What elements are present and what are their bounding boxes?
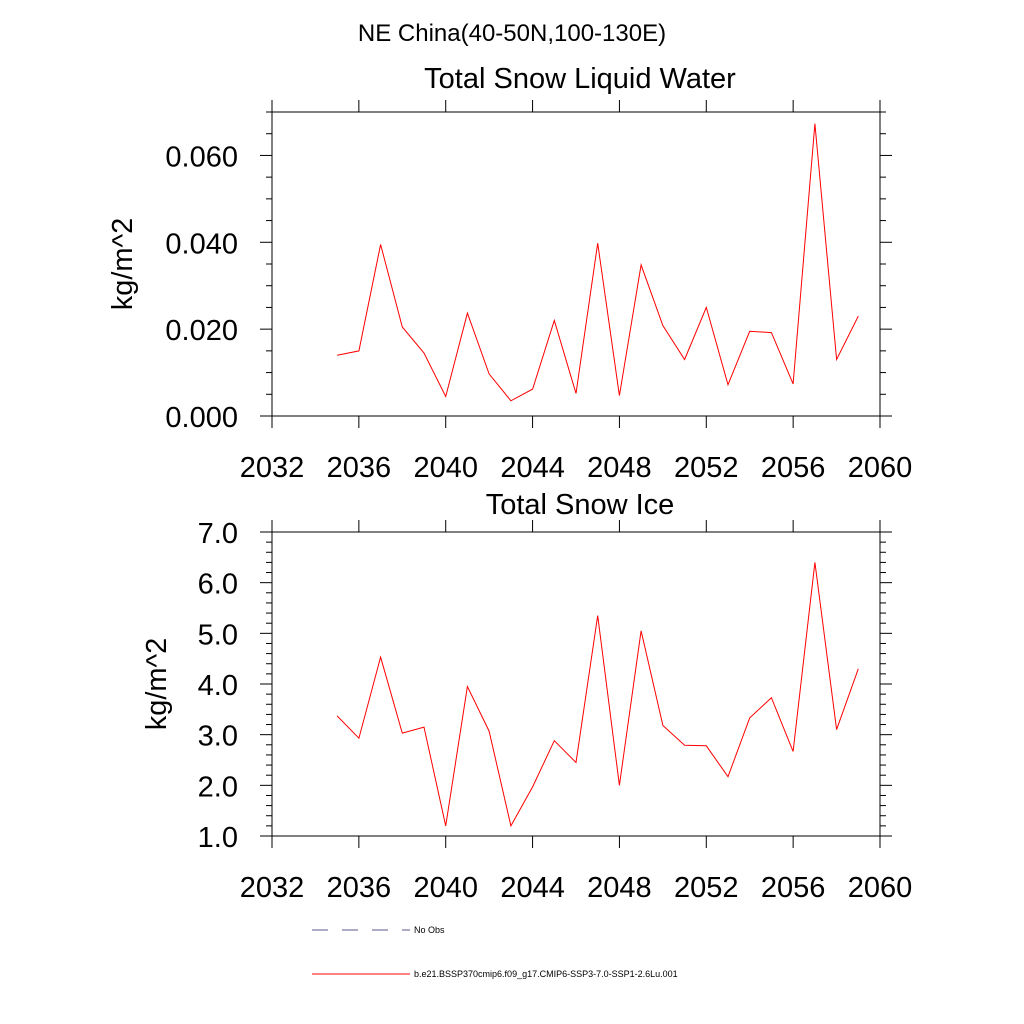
x-tick-label: 2060 [848,452,913,484]
y-tick-label: 0.040 [165,228,238,260]
legend: No Obs b.e21.BSSP370cmip6.f09_g17.CMIP6-S… [312,925,678,979]
series-line [336,562,859,828]
x-tick-label: 2036 [327,452,392,484]
plot-frame [271,111,881,417]
y-tick-label: 0.020 [165,315,238,347]
x-tick-label: 2052 [674,872,739,904]
x-tick-label: 2056 [761,452,826,484]
x-tick-label: 2052 [674,452,739,484]
plot-2: Total Snow Ice 2032 2036 2040 2044 2048 2052 20… [141,489,912,904]
plot-1: Total Snow Liquid Water 2032 2036 2040 2044 2… [107,63,912,484]
y-axis-label: kg/m^2 [107,218,139,311]
y-tick-label: 7.0 [198,518,238,550]
x-tick-label: 2060 [848,872,913,904]
y-axis-label: kg/m^2 [141,638,173,731]
y-tick-label: 6.0 [198,569,238,601]
x-tick-label: 2040 [413,872,478,904]
y-tick-label: 3.0 [198,721,238,753]
x-tick-label: 2056 [761,872,826,904]
y-tick-label: 0.000 [165,402,238,434]
x-tick-label: 2036 [327,872,392,904]
plot-frame [271,531,881,837]
plot-title: Total Snow Liquid Water [424,63,736,95]
y-tick-label: 2.0 [198,771,238,803]
figure-title: NE China(40-50N,100-130E) [358,20,666,47]
legend-label: b.e21.BSSP370cmip6.f09_g17.CMIP6-SSP3-7.… [414,969,678,979]
x-tick-label: 2032 [240,872,305,904]
x-tick-label: 2044 [500,452,565,484]
x-tick-label: 2048 [587,872,652,904]
y-tick-label: 0.060 [165,141,238,173]
x-tick-label: 2040 [413,452,478,484]
legend-label: No Obs [414,925,445,935]
x-tick-label: 2048 [587,452,652,484]
plots-group: Total Snow Liquid Water 2032 2036 2040 2044 2… [107,63,912,904]
series-line [337,123,859,402]
x-tick-label: 2044 [500,872,565,904]
y-tick-label: 5.0 [198,619,238,651]
x-tick-label: 2032 [240,452,305,484]
y-tick-label: 1.0 [198,822,238,854]
plot-title: Total Snow Ice [486,489,675,521]
y-tick-label: 4.0 [198,670,238,702]
